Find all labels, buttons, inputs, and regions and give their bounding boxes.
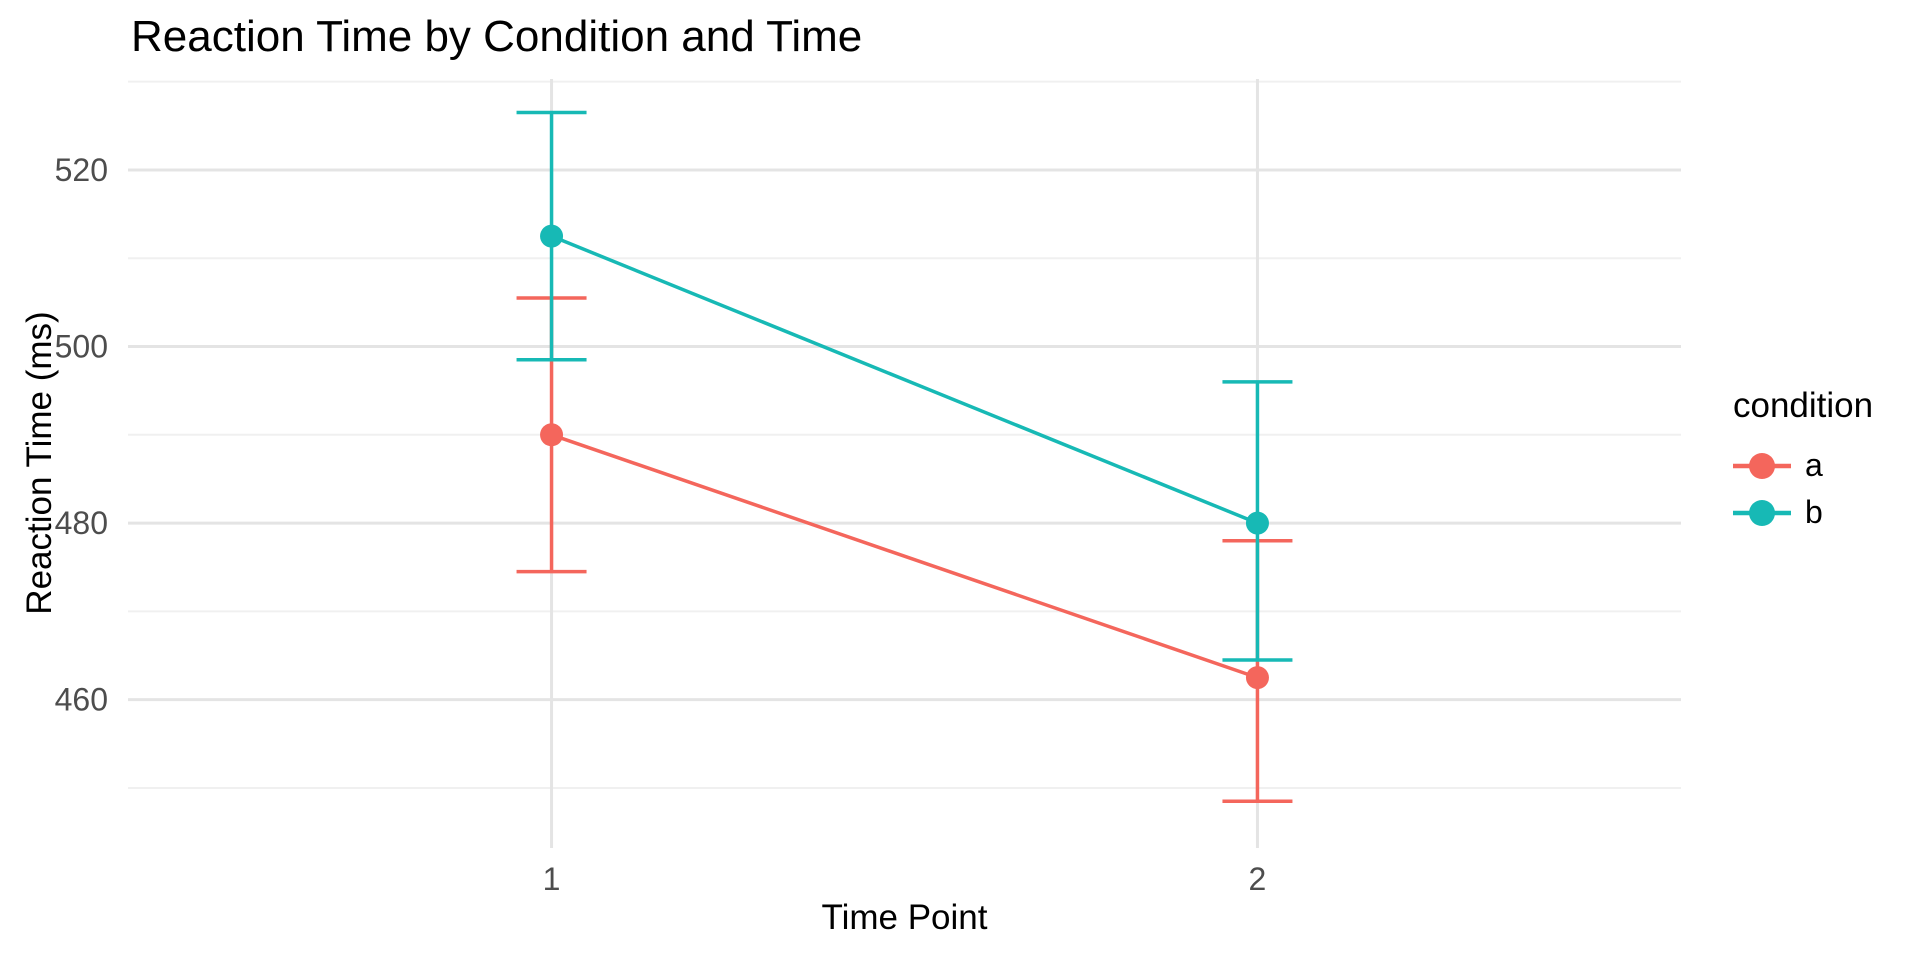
legend-key-icon <box>1733 452 1791 479</box>
legend-title: condition <box>1733 386 1874 425</box>
series-line-a <box>550 433 1259 680</box>
series-line-b <box>550 234 1259 525</box>
legend-label: b <box>1805 494 1823 530</box>
legend-label: a <box>1805 447 1823 483</box>
x-axis-title: Time Point <box>821 898 988 937</box>
x-tick-label: 1 <box>543 861 561 897</box>
legend-item-a: a <box>1733 442 1873 489</box>
y-tick-label: 480 <box>55 505 108 541</box>
y-tick-label: 520 <box>55 152 108 188</box>
legend-key-icon <box>1733 499 1791 526</box>
data-point-a <box>1245 666 1269 690</box>
legend-item-b: b <box>1733 489 1873 536</box>
chart-title: Reaction Time by Condition and Time <box>131 12 863 61</box>
data-point-a <box>540 423 564 447</box>
data-point-b <box>1245 511 1269 535</box>
data-point-b <box>540 224 564 248</box>
x-tick-label: 2 <box>1249 861 1267 897</box>
y-tick-label: 460 <box>55 682 108 718</box>
y-tick-label: 500 <box>55 329 108 365</box>
